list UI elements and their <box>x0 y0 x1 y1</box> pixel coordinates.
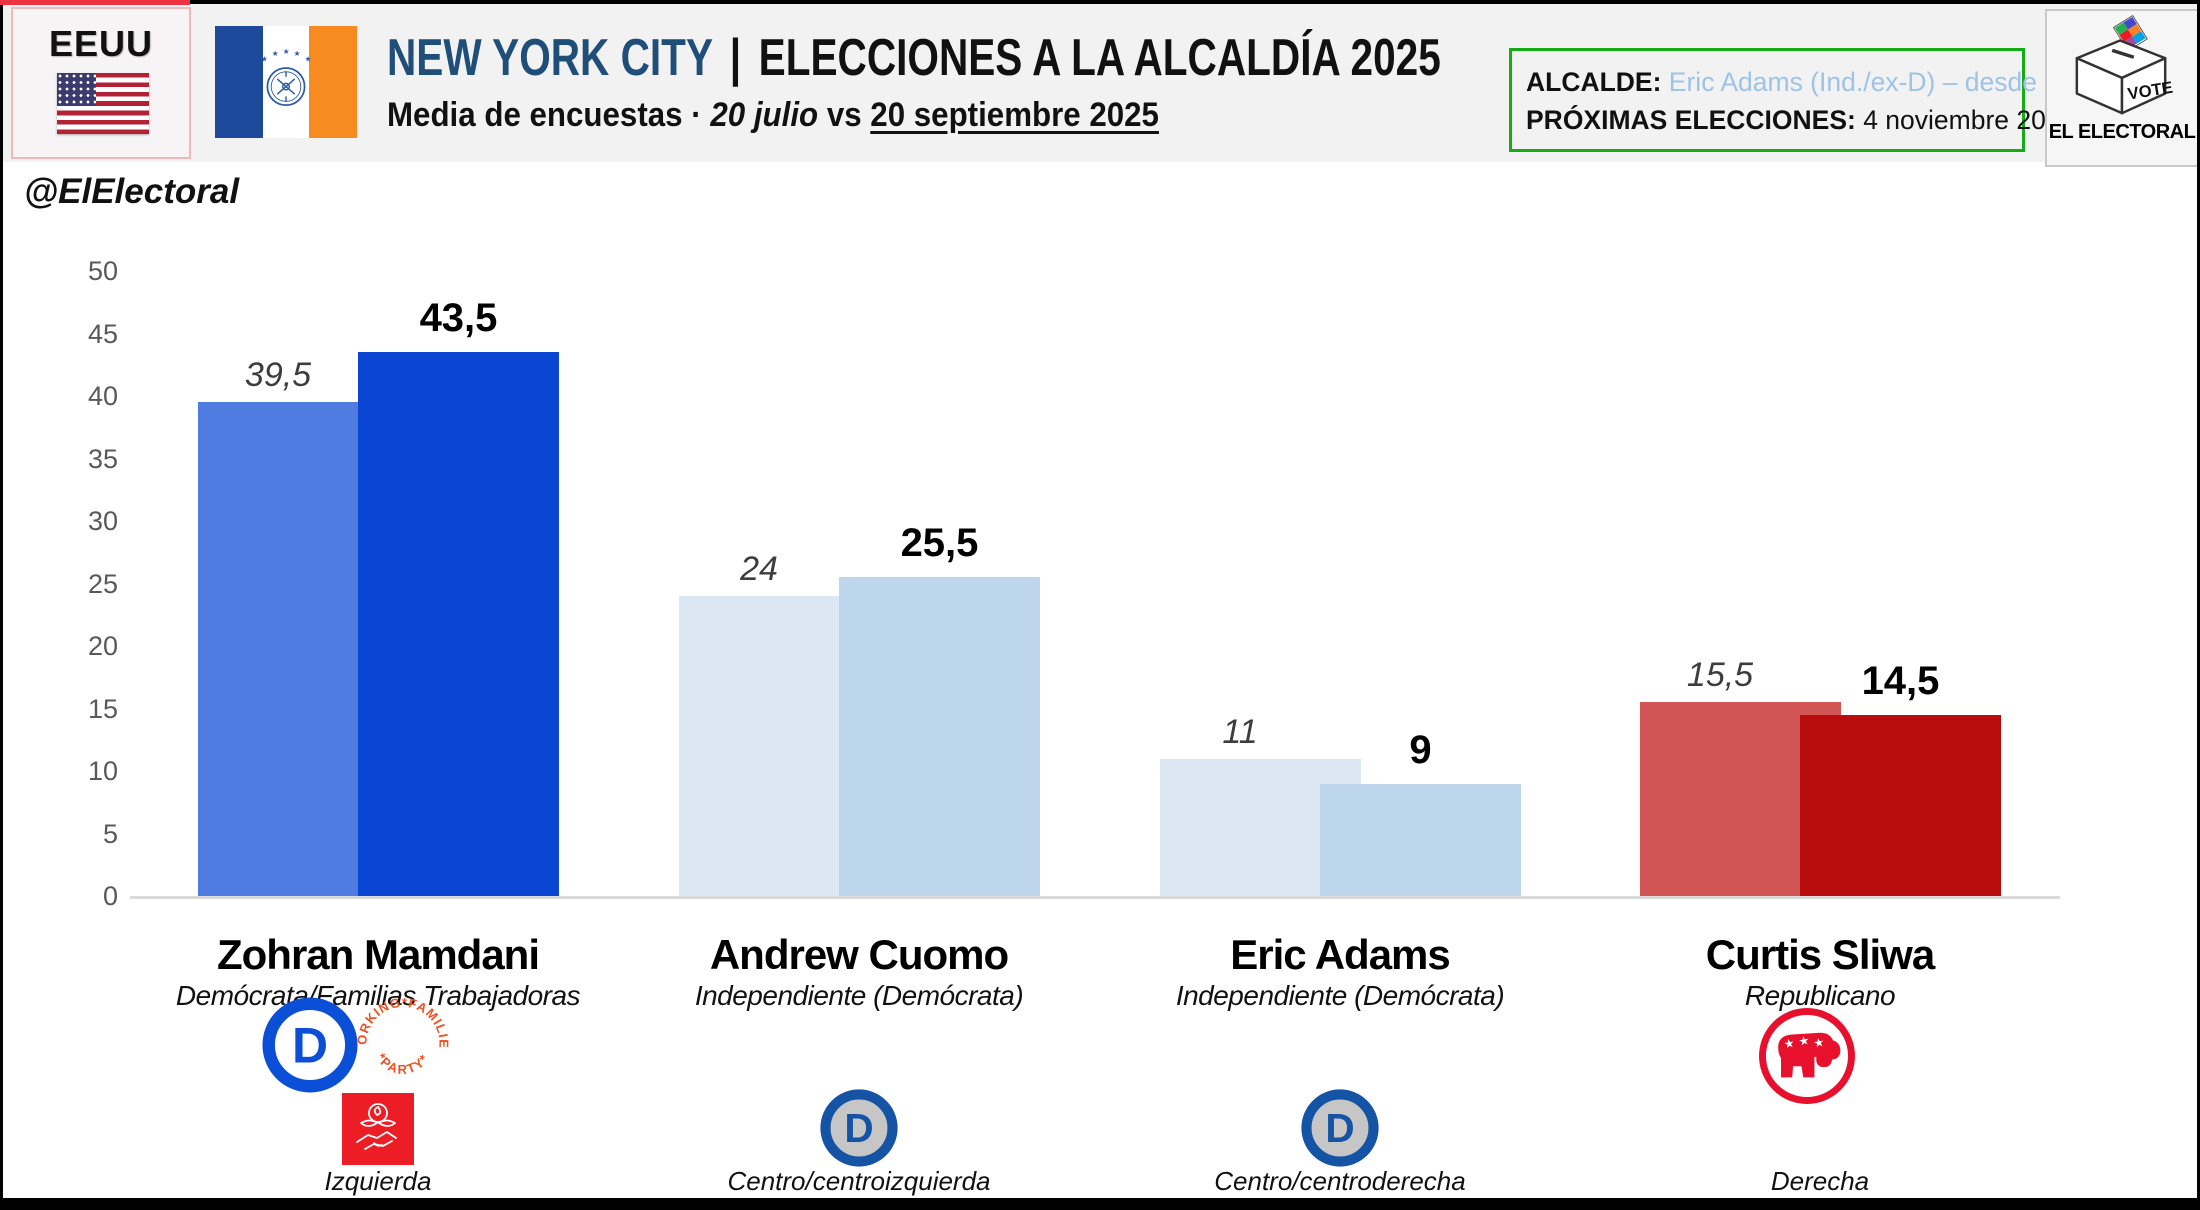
y-tick-label: 45 <box>87 318 118 349</box>
title-separator: | <box>729 29 742 87</box>
y-tick-label: 30 <box>87 506 118 536</box>
svg-text:★: ★ <box>1812 1035 1825 1051</box>
y-tick-label: 35 <box>87 443 118 474</box>
value-label-sept-eric-adams: 9 <box>1409 727 1432 772</box>
subtitle-vs: vs <box>826 96 871 134</box>
svg-text:★: ★ <box>283 47 290 56</box>
title-rest: ELECCIONES A LA ALCALDÍA 2025 <box>758 29 1441 87</box>
subtitle-date-july: 20 julio <box>710 96 819 134</box>
title-block: NEW YORK CITY | ELECCIONES A LA ALCALDÍA… <box>387 28 1738 135</box>
value-label-sept-curtis-sliwa: 14,5 <box>1861 658 1940 703</box>
page-title: NEW YORK CITY | ELECCIONES A LA ALCALDÍA… <box>387 28 1441 88</box>
value-label-july-zohran-mamdani: 39,5 <box>244 356 312 395</box>
frame-left <box>0 0 3 1210</box>
frame-top <box>0 0 2200 4</box>
nyc-flag-white-stripe: ★ ★ ★ ★ ★ <box>261 26 312 138</box>
frame-red-accent <box>0 0 190 5</box>
y-tick-label: 25 <box>87 568 118 599</box>
x-axis-line <box>130 896 2060 899</box>
working-families-party-icon: WORKING*FAMILIES *PARTY* <box>348 985 451 1093</box>
nyc-seal-icon: ★ ★ ★ ★ ★ <box>261 47 312 107</box>
page-subtitle: Media de encuestas · 20 julio vs 20 sept… <box>387 96 1630 135</box>
mayor-label: ALCALDE: <box>1526 67 1662 97</box>
ideology-label: Centro/centroderecha <box>1214 1166 1466 1196</box>
dsa-icon <box>342 1093 414 1165</box>
ballot-box-icon: VOTE <box>2075 15 2174 115</box>
y-tick-label: 15 <box>87 693 118 724</box>
candidate-name: Andrew Cuomo <box>709 931 1009 978</box>
twitter-handle: @ElElectoral <box>24 172 240 211</box>
frame-right <box>2197 0 2200 1210</box>
svg-text:★: ★ <box>1797 1033 1810 1049</box>
value-label-sept-zohran-mamdani: 43,5 <box>419 296 498 341</box>
value-label-july-andrew-cuomo: 24 <box>740 550 778 588</box>
y-tick-label: 40 <box>87 381 118 411</box>
democratic-d-gray-icon: D <box>820 1089 898 1167</box>
next-election-line: PRÓXIMAS ELECCIONES: 4 noviembre 2025 <box>1526 101 2075 139</box>
bar-sept-eric-adams <box>1320 783 1521 896</box>
candidate-name: Eric Adams <box>1230 931 1451 978</box>
country-box: EEUU <box>11 7 191 159</box>
party-label: Demócrata/Familias Trabajadoras <box>175 980 581 1011</box>
frame-bottom <box>0 1198 2200 1210</box>
svg-text:D: D <box>1325 1105 1354 1151</box>
brand-box: VOTE EL ELECTORAL <box>2045 9 2199 167</box>
next-election-value: 4 noviembre 2025 <box>1855 105 2076 136</box>
nyc-flag-orange-stripe <box>308 26 357 138</box>
svg-text:★: ★ <box>1783 1036 1796 1052</box>
country-label: EEUU <box>48 23 154 64</box>
mayor-value: Eric Adams (Ind./ex-D) – desde 2022 <box>1661 67 2104 97</box>
ideology-label: Derecha <box>1770 1166 1870 1196</box>
democratic-d-gray-icon: D <box>1301 1089 1379 1167</box>
svg-text:★: ★ <box>294 49 301 58</box>
svg-text:WORKING*FAMILIES: WORKING*FAMILIES <box>355 997 451 1049</box>
y-tick-label: 5 <box>102 818 118 849</box>
title-city: NEW YORK CITY <box>387 29 713 87</box>
bar-sept-curtis-sliwa <box>1800 714 2001 896</box>
svg-text:*PARTY*: *PARTY* <box>373 1051 432 1077</box>
y-tick-label: 10 <box>87 756 118 786</box>
candidate-name: Curtis Sliwa <box>1705 931 1935 978</box>
party-label: Independiente (Demócrata) <box>1175 980 1505 1011</box>
nyc-flag-icon: ★ ★ ★ ★ ★ <box>215 26 357 138</box>
brand-name: EL ELECTORAL <box>2048 121 2196 143</box>
subtitle-prefix: Media de encuestas · <box>387 96 711 134</box>
bar-sept-andrew-cuomo <box>839 577 1040 896</box>
value-label-july-curtis-sliwa: 15,5 <box>1686 656 1754 695</box>
ideology-label: Izquierda <box>324 1166 432 1196</box>
nyc-flag-blue-stripe <box>215 26 264 138</box>
next-election-label: PRÓXIMAS ELECCIONES: <box>1526 105 1856 136</box>
svg-text:D: D <box>844 1105 873 1151</box>
gop-elephant-icon: ★ ★ ★ <box>1756 1005 1858 1107</box>
value-label-sept-andrew-cuomo: 25,5 <box>900 521 979 566</box>
subtitle-date-september: 20 septiembre 2025 <box>870 96 1159 134</box>
value-label-july-eric-adams: 11 <box>1222 712 1258 751</box>
y-tick-label: 0 <box>102 881 118 911</box>
democratic-d-icon: D <box>262 997 358 1093</box>
party-label: Independiente (Demócrata) <box>694 980 1024 1011</box>
candidate-name: Zohran Mamdani <box>216 931 540 978</box>
party-label: Republicano <box>1744 980 1896 1011</box>
mayor-line: ALCALDE: Eric Adams (Ind./ex-D) – desde … <box>1526 63 2103 101</box>
svg-text:★: ★ <box>261 54 268 63</box>
ideology-label: Centro/centroizquierda <box>727 1166 991 1196</box>
svg-text:★: ★ <box>272 49 279 58</box>
svg-text:D: D <box>292 1017 328 1073</box>
svg-text:★: ★ <box>305 54 312 63</box>
y-tick-label: 20 <box>87 631 118 661</box>
us-flag-icon <box>57 73 149 134</box>
mayor-info-box: ALCALDE: Eric Adams (Ind./ex-D) – desde … <box>1509 48 2103 152</box>
bar-sept-zohran-mamdani <box>358 352 559 896</box>
y-tick-label: 50 <box>87 256 118 286</box>
header-band: EEUU ★ ★ ★ ★ ★ <box>3 4 2199 167</box>
